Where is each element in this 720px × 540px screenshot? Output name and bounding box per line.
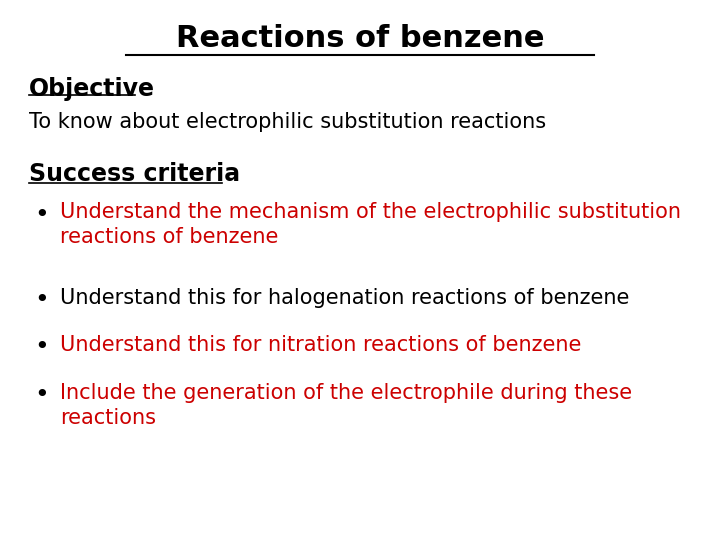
Text: To know about electrophilic substitution reactions: To know about electrophilic substitution… [29,112,546,132]
Text: •: • [35,383,49,407]
Text: •: • [35,202,49,226]
Text: •: • [35,288,49,312]
Text: Understand this for halogenation reactions of benzene: Understand this for halogenation reactio… [60,288,629,308]
Text: Success criteria: Success criteria [29,162,240,186]
Text: Objective: Objective [29,77,155,100]
Text: •: • [35,335,49,359]
Text: Reactions of benzene: Reactions of benzene [176,24,544,53]
Text: Understand the mechanism of the electrophilic substitution
reactions of benzene: Understand the mechanism of the electrop… [60,202,681,247]
Text: Understand this for nitration reactions of benzene: Understand this for nitration reactions … [60,335,581,355]
Text: Include the generation of the electrophile during these
reactions: Include the generation of the electrophi… [60,383,632,428]
